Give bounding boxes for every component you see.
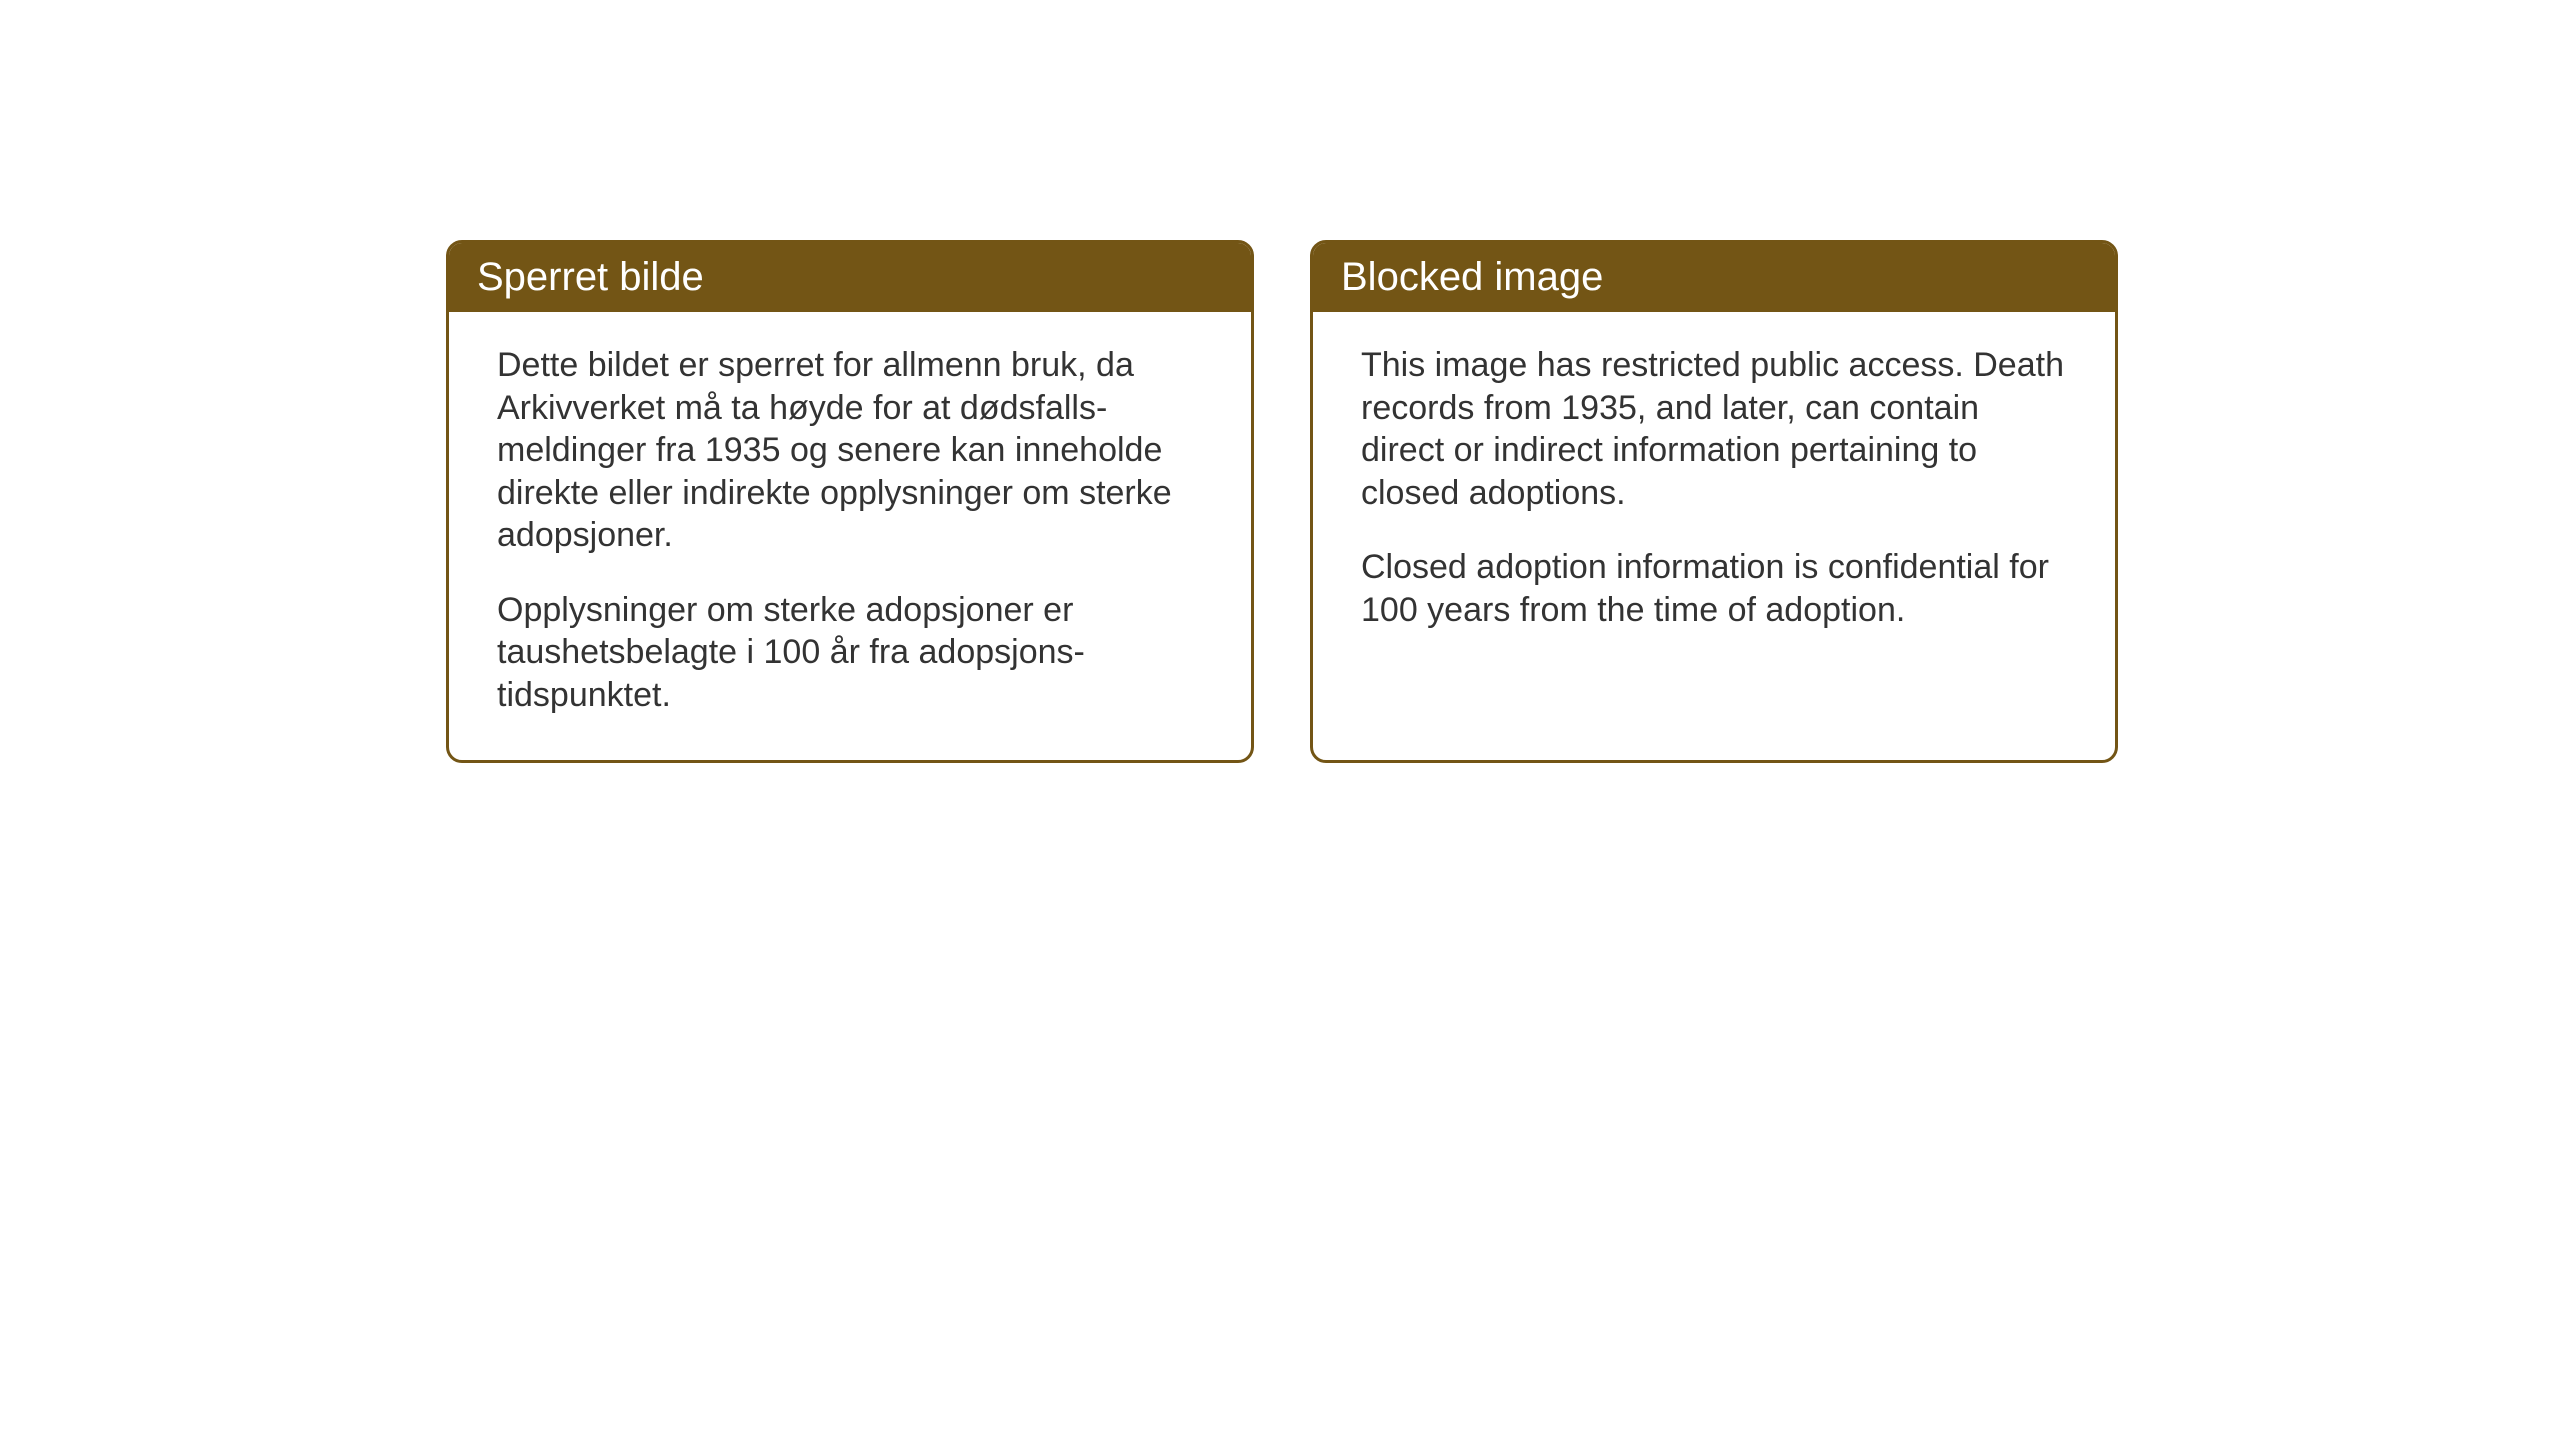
card-body-english: This image has restricted public access.… xyxy=(1313,312,2115,675)
card-paragraph-1-norwegian: Dette bildet er sperret for allmenn bruk… xyxy=(497,344,1203,557)
card-title-norwegian: Sperret bilde xyxy=(477,255,704,299)
card-title-english: Blocked image xyxy=(1341,255,1603,299)
notice-container: Sperret bilde Dette bildet er sperret fo… xyxy=(446,240,2118,763)
card-paragraph-2-norwegian: Opplysninger om sterke adopsjoner er tau… xyxy=(497,589,1203,717)
card-paragraph-1-english: This image has restricted public access.… xyxy=(1361,344,2067,514)
card-header-english: Blocked image xyxy=(1313,243,2115,312)
card-header-norwegian: Sperret bilde xyxy=(449,243,1251,312)
notice-card-norwegian: Sperret bilde Dette bildet er sperret fo… xyxy=(446,240,1254,763)
notice-card-english: Blocked image This image has restricted … xyxy=(1310,240,2118,763)
card-body-norwegian: Dette bildet er sperret for allmenn bruk… xyxy=(449,312,1251,760)
card-paragraph-2-english: Closed adoption information is confident… xyxy=(1361,546,2067,631)
